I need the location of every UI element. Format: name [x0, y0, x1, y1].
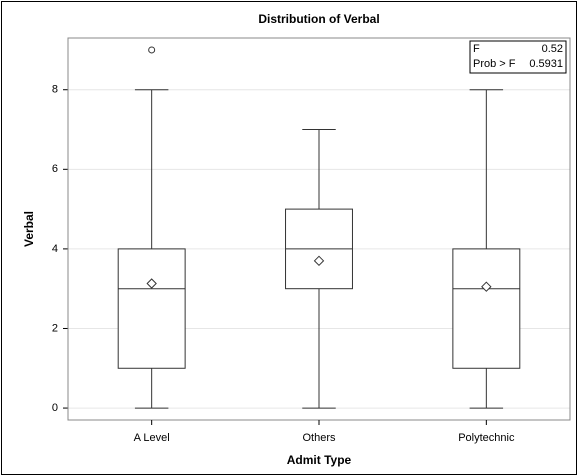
y-tick-label: 0: [52, 402, 58, 414]
y-tick-label: 6: [52, 163, 58, 175]
inset-value: 0.5931: [529, 58, 563, 70]
inset-value: 0.52: [542, 43, 563, 55]
box: [117, 248, 186, 369]
inset-frame: [469, 40, 567, 74]
inset-label: Prob > F: [473, 58, 516, 70]
x-axis-label: Admit Type: [287, 453, 352, 467]
y-tick-label: 8: [52, 84, 58, 96]
y-axis-label: Verbal: [22, 211, 36, 247]
mean-marker: [481, 281, 492, 292]
box: [452, 248, 521, 369]
mean-marker: [313, 255, 325, 267]
mean-marker: [146, 278, 157, 289]
outlier: [148, 46, 156, 54]
chart-title: Distribution of Verbal: [258, 12, 379, 26]
x-tick-label: A Level: [134, 432, 170, 444]
y-tick-label: 4: [52, 243, 58, 255]
inset-label: F: [473, 43, 480, 55]
x-tick-label: Polytechnic: [458, 432, 515, 444]
y-tick-label: 2: [52, 322, 58, 334]
x-tick-label: Others: [302, 432, 336, 444]
